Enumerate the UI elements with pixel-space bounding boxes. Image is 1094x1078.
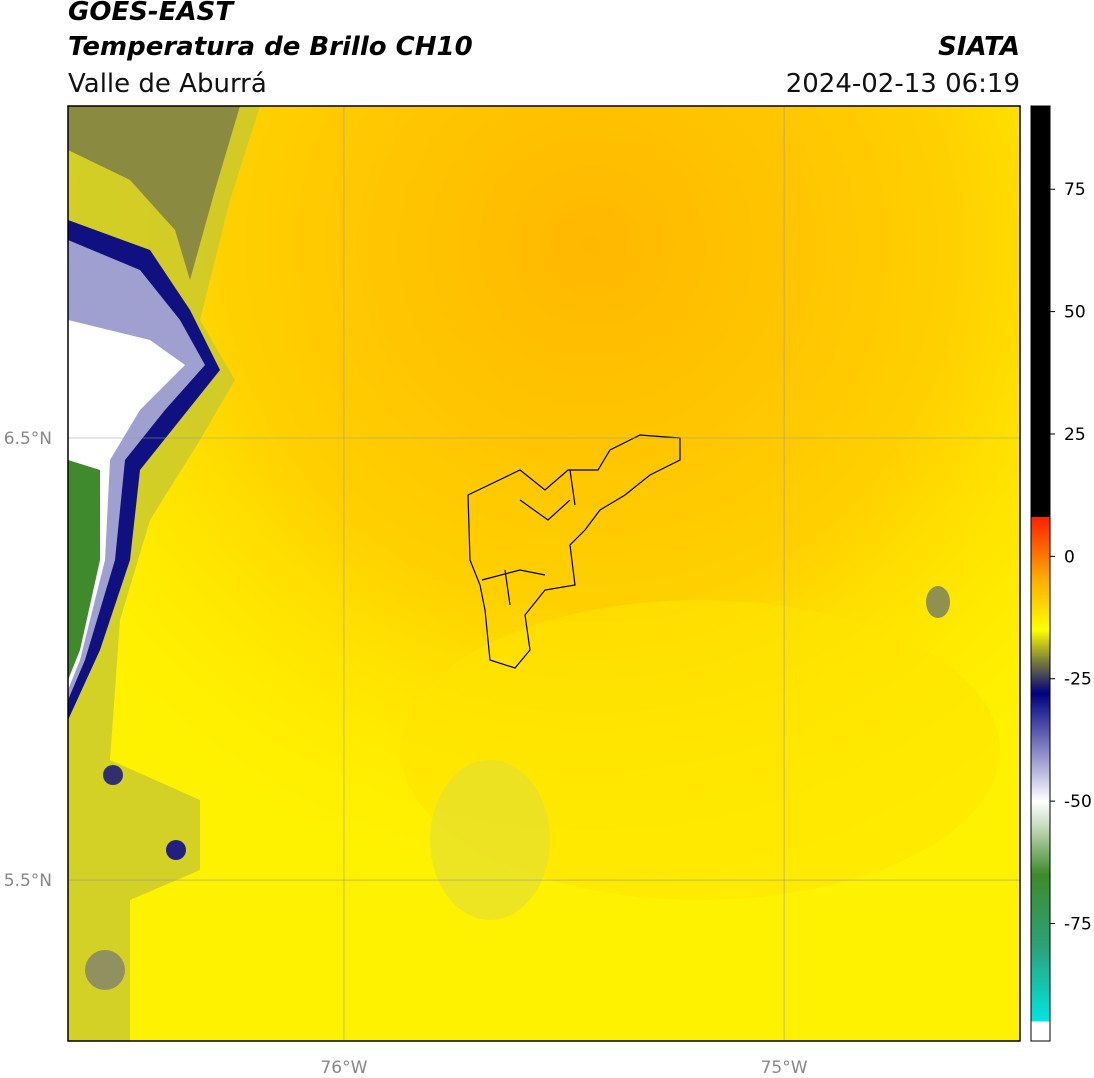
colorbar-tick-label: 50 [1064, 303, 1086, 323]
y-tick-label: 6.5°N [4, 429, 52, 449]
region: Valle de Aburrá [68, 69, 267, 99]
source: SIATA [938, 32, 1020, 62]
title: GOES-EAST [68, 0, 235, 27]
y-tick-label: 5.5°N [4, 871, 52, 891]
colorbar-tick-label: 25 [1064, 425, 1086, 445]
satellite-image [68, 106, 1020, 1041]
map-frame [67, 105, 1021, 1042]
x-tick-label: 76°W [320, 1058, 367, 1078]
colorbar-tick-label: -25 [1064, 670, 1092, 690]
colorbar-tick-label: 0 [1064, 547, 1075, 567]
colorbar-tick-label: -50 [1064, 792, 1092, 812]
colorbar [1030, 105, 1051, 1042]
colorbar-tick-label: -75 [1064, 915, 1092, 935]
graticule [68, 106, 1020, 1041]
x-tick-label: 75°W [761, 1058, 808, 1078]
datetime: 2024-02-13 06:19 [786, 69, 1020, 99]
colorbar-tick-label: 75 [1064, 180, 1086, 200]
valley-outline [467, 434, 681, 669]
subtitle: Temperatura de Brillo CH10 [68, 32, 473, 62]
